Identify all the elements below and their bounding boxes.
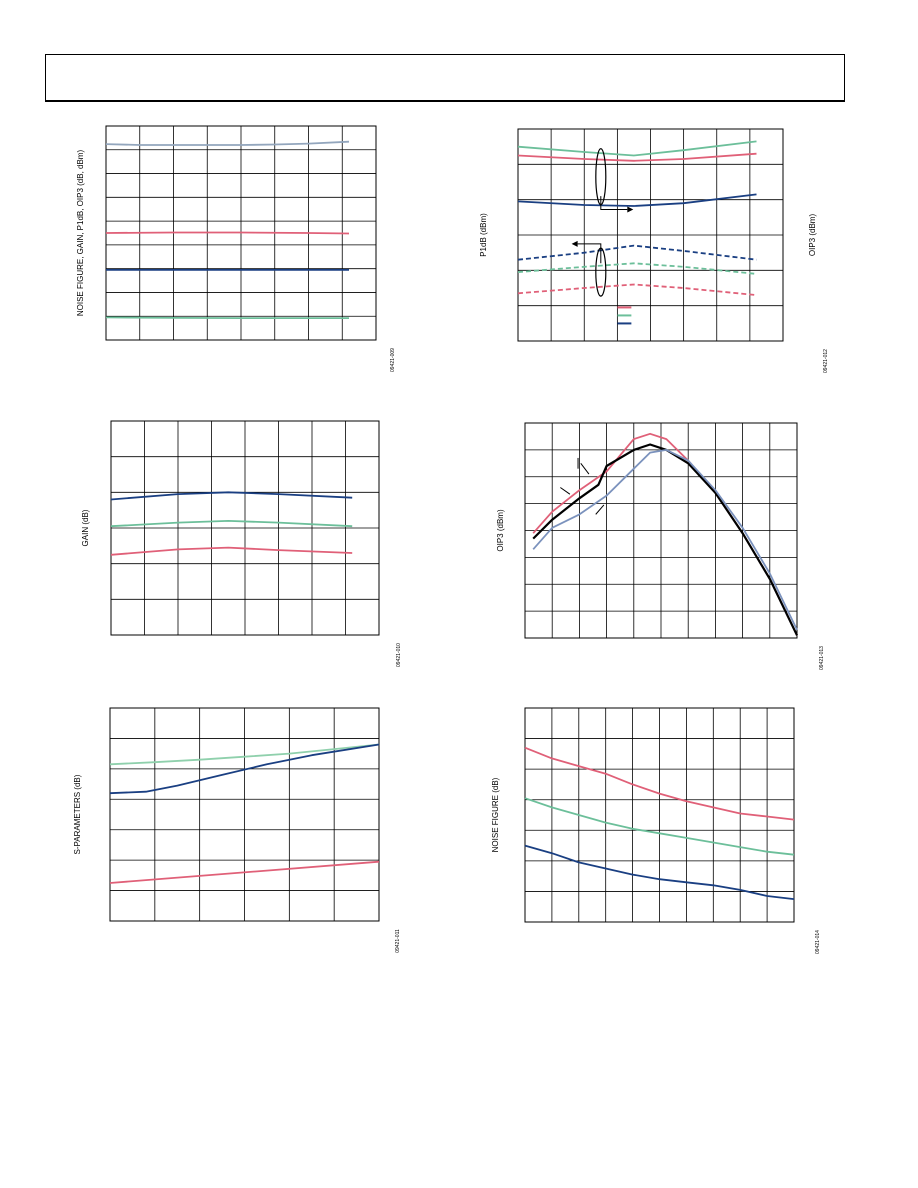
y-axis-label: S-PARAMETERS (dB) xyxy=(73,774,82,854)
plot-frame xyxy=(110,420,380,636)
chart-noise-figure: NOISE FIGURE (dB) 09421-014 xyxy=(485,695,835,965)
plot-frame xyxy=(517,128,784,342)
series-line-1 xyxy=(524,746,795,821)
chart-svg: P1dB (dBm) OIP3 (dBm) 09421-012 xyxy=(479,128,829,373)
chart-svg: GAIN (dB) 09421-010 xyxy=(81,420,402,667)
chart-s-parameters: S-PARAMETERS (dB) 09421-011 xyxy=(65,695,415,965)
series-line-1 xyxy=(517,140,757,157)
series-line-1 xyxy=(105,140,350,146)
page-header-frame xyxy=(45,54,845,102)
series-line-2 xyxy=(532,443,798,636)
series-line-2 xyxy=(109,743,380,795)
series-line-3 xyxy=(517,193,757,207)
series-line-2 xyxy=(524,797,795,856)
figure-code: 09421-010 xyxy=(396,643,402,667)
chart-svg: S-PARAMETERS (dB) 09421-011 xyxy=(73,707,401,953)
arrowhead-right xyxy=(627,206,634,213)
series-line-1 xyxy=(110,491,353,501)
arrow-to-oip3-axis xyxy=(600,196,628,211)
y2-axis-label: OIP3 (dBm) xyxy=(808,214,817,257)
chart-p1db-oip3: P1dB (dBm) OIP3 (dBm) 09421-012 xyxy=(470,120,840,380)
series-line-3 xyxy=(532,449,798,631)
series-line-1 xyxy=(532,432,798,636)
arrowhead-left xyxy=(571,240,578,247)
series-line-2 xyxy=(517,152,757,162)
y-axis-label: NOISE FIGURE, GAIN, P1dB, OIP3 (dB, dBm) xyxy=(76,150,85,317)
plot-frame xyxy=(109,707,380,922)
pointer-arrow-2 xyxy=(560,487,571,495)
series-line-4 xyxy=(517,244,757,261)
series-line-5 xyxy=(517,262,757,275)
pointer-arrow-1 xyxy=(580,463,590,475)
y-axis-label: NOISE FIGURE (dB) xyxy=(491,777,500,852)
arrow-to-p1db-axis xyxy=(577,243,602,264)
plot-frame xyxy=(524,422,798,639)
chart-gain: GAIN (dB) 09421-010 xyxy=(75,410,415,680)
y-axis-label: GAIN (dB) xyxy=(81,509,90,546)
series-line-2 xyxy=(105,231,350,235)
figure-code: 09421-009 xyxy=(390,348,396,372)
y-axis-label: P1dB (dBm) xyxy=(479,213,488,257)
series-line-6 xyxy=(517,283,757,296)
y-axis-label: OIP3 (dBm) xyxy=(496,509,505,552)
chart-svg: NOISE FIGURE, GAIN, P1dB, OIP3 (dB, dBm)… xyxy=(76,125,396,372)
chart-svg: OIP3 (dBm) 09421-013 xyxy=(496,422,825,670)
series-line-3 xyxy=(524,844,795,900)
chart-svg: NOISE FIGURE (dB) 09421-014 xyxy=(491,707,821,954)
series-line-3 xyxy=(109,860,380,884)
figure-code: 09421-013 xyxy=(819,646,825,670)
series-line-3 xyxy=(110,546,353,556)
chart-noise-gain-p1db-oip3: NOISE FIGURE, GAIN, P1dB, OIP3 (dB, dBm)… xyxy=(70,120,400,380)
plot-frame xyxy=(524,707,795,923)
pointer-arrow-3 xyxy=(595,504,605,515)
figure-code: 09421-014 xyxy=(815,930,821,954)
series-line-1 xyxy=(109,743,380,766)
series-line-4 xyxy=(105,316,349,320)
series-line-2 xyxy=(110,520,353,528)
figure-code: 09421-011 xyxy=(395,929,401,953)
figure-code: 09421-012 xyxy=(823,349,829,373)
chart-oip3: OIP3 (dBm) 09421-013 xyxy=(490,410,840,680)
